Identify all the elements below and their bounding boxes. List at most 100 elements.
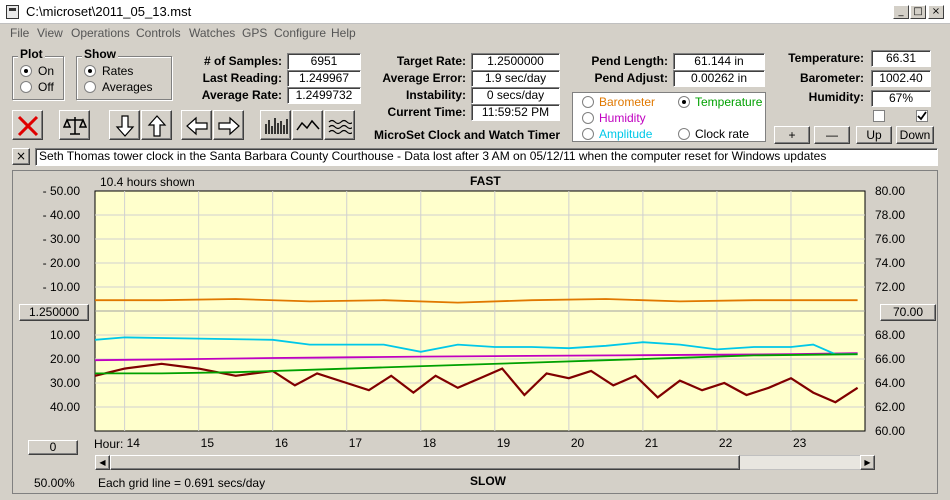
arrow-right-button[interactable] xyxy=(213,110,244,140)
plot-group-title: Plot xyxy=(18,47,45,61)
center-temp-button[interactable]: 70.00 xyxy=(880,304,936,321)
offset-button[interactable]: 0 xyxy=(28,440,78,455)
arrow-up-icon xyxy=(147,115,167,137)
fast-label: FAST xyxy=(470,174,501,188)
left-tick-label: - 50.00 xyxy=(43,184,81,198)
stop-button[interactable] xyxy=(12,110,43,140)
plot-on-radio[interactable] xyxy=(20,65,32,77)
menu-file[interactable]: File xyxy=(10,26,30,40)
menu-help[interactable]: Help xyxy=(331,26,356,40)
menu-configure[interactable]: Configure xyxy=(274,26,327,40)
right-tick-label: 76.00 xyxy=(875,232,905,246)
scroll-left-button[interactable]: ◀ xyxy=(95,455,110,470)
temperature-field: 66.31 xyxy=(871,50,931,67)
series-line xyxy=(95,298,858,304)
arrow-left-button[interactable] xyxy=(181,110,212,140)
x-tick-label: 20 xyxy=(571,436,585,450)
left-tick-label: - 30.00 xyxy=(43,232,81,246)
x-tick-label: 23 xyxy=(793,436,807,450)
right-tick-label: 74.00 xyxy=(875,256,905,270)
target-rate-field[interactable]: 1.2500000 xyxy=(471,53,560,70)
menu-watches[interactable]: Watches xyxy=(189,26,236,40)
histogram-icon xyxy=(265,118,288,134)
window-title: C:\microset\2011_05_13.mst xyxy=(26,4,192,19)
temperature-radio[interactable] xyxy=(678,96,690,108)
x-tick-label: 18 xyxy=(423,436,437,450)
scroll-right-button[interactable]: ▶ xyxy=(860,455,875,470)
waves-button[interactable] xyxy=(324,110,355,140)
pend-adjust-field: 0.00262 in xyxy=(673,70,765,87)
temperature-option: Temperature xyxy=(695,95,763,109)
barometer-option: Barometer xyxy=(599,95,656,109)
note-field[interactable]: Seth Thomas tower clock in the Santa Bar… xyxy=(35,148,938,166)
humidity-field: 67% xyxy=(871,90,931,107)
instability-field: 0 secs/day xyxy=(471,87,560,104)
clock-rate-option: Clock rate xyxy=(695,127,750,141)
hours-shown: 10.4 hours shown xyxy=(100,175,195,189)
right-tick-label: 80.00 xyxy=(875,184,905,198)
left-tick-label: 40.00 xyxy=(50,400,80,414)
average-rate-field: 1.2499732 xyxy=(287,87,361,104)
x-tick-label: 16 xyxy=(275,436,289,450)
show-rates-radio[interactable] xyxy=(84,65,96,77)
app-icon xyxy=(6,5,19,19)
maximize-button[interactable]: □ xyxy=(910,5,926,19)
histogram-button[interactable] xyxy=(260,110,291,140)
show-group xyxy=(76,56,172,100)
slow-label: SLOW xyxy=(470,474,506,488)
menu-view[interactable]: View xyxy=(37,26,63,40)
humidity-radio[interactable] xyxy=(582,112,594,124)
series-selector xyxy=(572,92,766,142)
minus-button[interactable]: — xyxy=(814,126,850,144)
show-averages-label: Averages xyxy=(102,80,153,94)
right-tick-label: 62.00 xyxy=(875,400,905,414)
arrow-left-icon xyxy=(186,116,208,136)
down-button[interactable]: Down xyxy=(896,126,934,144)
last-reading-label: Last Reading: xyxy=(202,71,282,85)
amplitude-radio[interactable] xyxy=(582,128,594,140)
plot-off-label: Off xyxy=(38,80,54,94)
average-rate-label: Average Rate: xyxy=(201,88,282,102)
center-rate-button[interactable]: 1.250000 xyxy=(19,304,89,321)
show-averages-radio[interactable] xyxy=(84,81,96,93)
menu-operations[interactable]: Operations xyxy=(71,26,130,40)
up-button[interactable]: Up xyxy=(856,126,892,144)
series-line xyxy=(95,353,858,375)
show-rates-label: Rates xyxy=(102,64,134,78)
plot-on-label: On xyxy=(38,64,55,78)
clock-rate-radio[interactable] xyxy=(678,128,690,140)
left-tick-label: 20.00 xyxy=(50,352,80,366)
waves-icon xyxy=(328,119,352,135)
close-button[interactable]: × xyxy=(928,5,944,19)
option-checkbox-2[interactable] xyxy=(916,110,928,122)
option-checkbox-1[interactable] xyxy=(873,110,885,122)
zoom-level: 50.00% xyxy=(34,476,75,490)
plus-button[interactable]: + xyxy=(774,126,810,144)
minimize-button[interactable]: _ xyxy=(893,5,909,19)
arrow-up-button[interactable] xyxy=(141,110,172,140)
title-bar: C:\microset\2011_05_13.mst _ □ × xyxy=(0,0,950,24)
menu-gps[interactable]: GPS xyxy=(242,26,268,40)
humidity-option: Humidity xyxy=(599,111,646,125)
wave-icon xyxy=(296,119,320,131)
checkmark-icon xyxy=(917,111,927,121)
hour-axis-label: Hour: xyxy=(94,437,124,451)
last-reading-field: 1.249967 xyxy=(287,70,361,87)
barometer-label: Barometer: xyxy=(799,71,864,85)
barometer-radio[interactable] xyxy=(582,96,594,108)
pend-adjust-label: Pend Adjust: xyxy=(594,71,668,85)
clear-note-button[interactable]: × xyxy=(12,148,30,165)
menu-controls[interactable]: Controls xyxy=(136,26,181,40)
x-tick-label: 14 xyxy=(127,436,141,450)
left-tick-label: - 10.00 xyxy=(43,280,81,294)
scale-icon xyxy=(63,117,87,135)
scroll-thumb[interactable] xyxy=(110,455,740,470)
wave-button[interactable] xyxy=(292,110,323,140)
balance-button[interactable] xyxy=(59,110,90,140)
plot-off-radio[interactable] xyxy=(20,81,32,93)
arrow-down-button[interactable] xyxy=(109,110,140,140)
right-tick-label: 68.00 xyxy=(875,328,905,342)
left-tick-label: - 20.00 xyxy=(43,256,81,270)
x-tick-label: 17 xyxy=(349,436,363,450)
pend-length-label: Pend Length: xyxy=(591,54,668,68)
